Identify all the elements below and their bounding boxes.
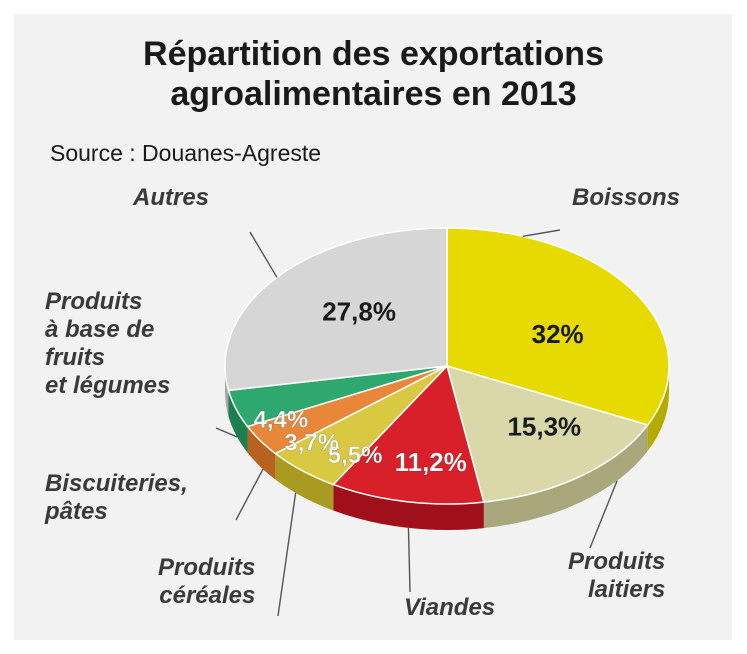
- label-boissons: Boissons: [572, 184, 680, 212]
- source-note: Source : Douanes-Agreste: [50, 140, 322, 166]
- slice-side-laitiers: [483, 425, 648, 529]
- label-produits-fruits-legumes: Produits à base de fruits et légumes: [45, 288, 170, 400]
- leader-line-laitiers: [589, 480, 618, 549]
- slice-viandes: [331, 364, 485, 505]
- slice-side-fruits: [228, 390, 248, 453]
- slice-side-biscuiteries: [247, 426, 276, 480]
- value-label-fruits: 4,4%: [253, 407, 308, 434]
- leader-line-viandes: [407, 527, 411, 593]
- leader-line-autres: [249, 231, 278, 278]
- title-line-2: agroalimentaires en 2013: [170, 75, 577, 113]
- label-line: laitiers: [587, 576, 666, 603]
- leader-line-cereales: [277, 492, 297, 617]
- value-label-autres: 27,8%: [322, 296, 396, 326]
- value-label-laitiers: 15,3%: [507, 412, 581, 442]
- label-line: Produits: [45, 288, 143, 315]
- label-line: pâtes: [45, 498, 108, 525]
- leader-line-biscuiteries: [235, 468, 264, 521]
- label-line: céréales: [159, 582, 256, 609]
- value-label-boissons: 32%: [532, 319, 584, 349]
- label-biscuiteries-pates: Biscuiteries, pâtes: [45, 470, 188, 526]
- label-line: Boissons: [572, 184, 681, 211]
- value-label-biscuiteries: 3,7%: [284, 430, 339, 457]
- label-line: à base de: [45, 316, 155, 343]
- label-produits-laitiers: Produits laitiers: [568, 548, 665, 604]
- label-viandes: Viandes: [404, 594, 495, 622]
- title-line-1: Répartition des exportations: [143, 35, 604, 73]
- label-line: et légumes: [45, 372, 171, 399]
- chart-title: Répartition des exportations agroaliment…: [0, 34, 747, 114]
- slice-laitiers: [445, 364, 649, 503]
- value-label-cereales: 5,5%: [328, 442, 383, 469]
- value-label-viandes: 11,2%: [395, 447, 467, 477]
- leader-line-fruits: [215, 427, 238, 438]
- label-line: fruits: [45, 344, 105, 371]
- label-line: Produits: [158, 554, 256, 581]
- slice-boissons: [446, 227, 670, 426]
- leader-line-boissons: [522, 229, 561, 238]
- slice-side-cereales: [275, 453, 334, 511]
- label-line: Biscuiteries,: [45, 470, 188, 497]
- label-line: Viandes: [404, 594, 496, 621]
- label-line: Autres: [133, 184, 210, 211]
- slice-autres: [224, 227, 448, 392]
- label-autres: Autres: [133, 184, 209, 212]
- label-line: Produits: [568, 548, 666, 575]
- label-produits-cereales: Produits céréales: [158, 554, 255, 610]
